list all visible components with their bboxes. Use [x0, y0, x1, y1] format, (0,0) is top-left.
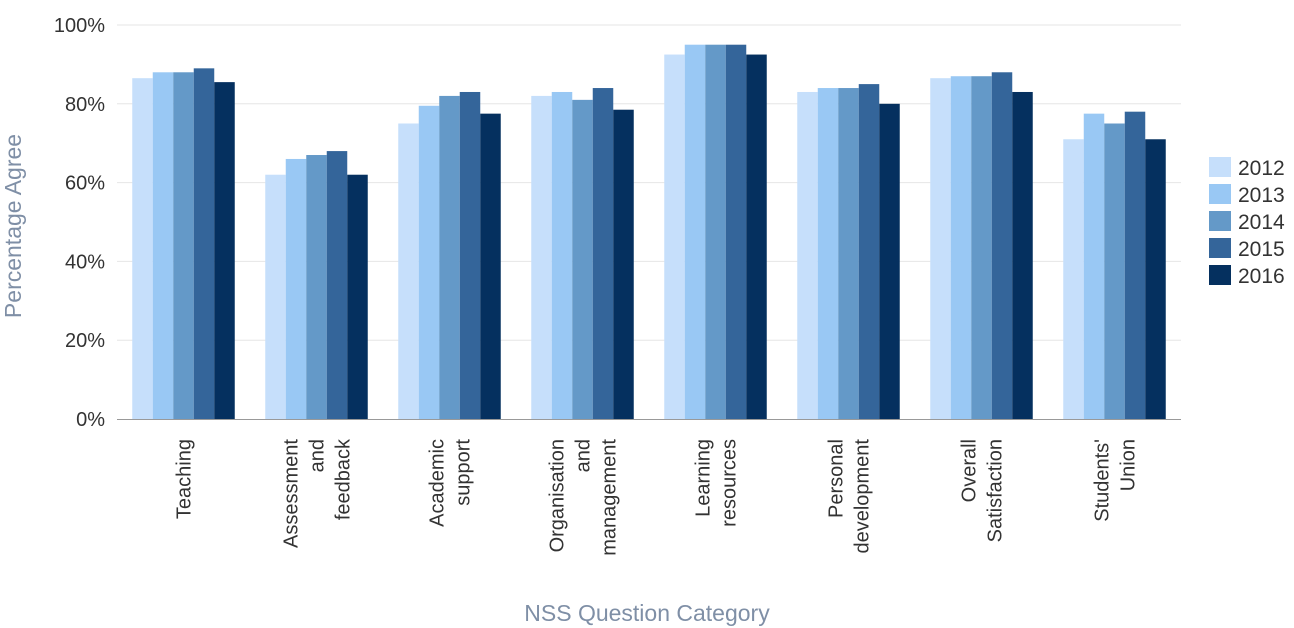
- bar-2016-4: [746, 54, 767, 420]
- bar-2016-5: [879, 103, 900, 420]
- legend-item-2013: 2013: [1209, 184, 1285, 207]
- bar-2014-4: [705, 44, 726, 419]
- legend-swatch: [1209, 238, 1231, 258]
- bar-2012-5: [797, 91, 818, 419]
- legend-item-2016: 2016: [1209, 265, 1285, 288]
- x-category-label-line: feedback: [333, 438, 355, 520]
- y-tick-label: 100%: [54, 15, 105, 37]
- bar-2015-6: [991, 72, 1013, 419]
- x-category-label-line: development: [852, 439, 874, 554]
- bar-2015-5: [858, 84, 880, 419]
- legend-swatch: [1209, 211, 1231, 231]
- bar-2013-2: [418, 105, 440, 420]
- y-tick-labels: 0% 20% 40% 60% 80% 100%: [54, 15, 105, 431]
- bar-2012-7: [1063, 139, 1084, 419]
- legend-swatch: [1209, 265, 1231, 285]
- bar-2014-7: [1104, 123, 1125, 419]
- bar-2014-6: [971, 76, 992, 419]
- x-category-label-line: Organisation: [547, 439, 569, 552]
- x-category-label-line: Assessment: [281, 439, 303, 548]
- x-category-label-line: Learning: [693, 439, 715, 517]
- bar-2012-6: [930, 78, 951, 419]
- bar-2013-0: [152, 72, 174, 419]
- bar-2012-3: [531, 95, 552, 420]
- legend-label: 2012: [1238, 157, 1285, 180]
- x-category-label: Teaching: [174, 439, 196, 519]
- legend: 2012 2013 2014 2015 2016: [1209, 157, 1285, 288]
- legend-item-2012: 2012: [1209, 157, 1285, 180]
- legend-swatch: [1209, 157, 1231, 177]
- bar-2015-2: [459, 91, 481, 419]
- bar-2015-1: [326, 151, 348, 419]
- bar-2014-1: [306, 155, 327, 419]
- x-axis-title: NSS Question Category: [524, 600, 770, 626]
- x-category-label-line: Personal: [826, 439, 848, 518]
- x-category-label: Personal development: [826, 439, 874, 554]
- bars: [132, 44, 1166, 420]
- x-category-label: Learning resources: [693, 439, 741, 527]
- legend-label: 2014: [1238, 211, 1285, 234]
- x-category-label-line: management: [599, 439, 621, 556]
- legend-item-2015: 2015: [1209, 238, 1285, 261]
- bar-2012-2: [398, 123, 419, 419]
- bar-2015-3: [592, 88, 614, 419]
- bar-2014-5: [838, 88, 859, 419]
- x-category-label: Overall Satisfaction: [959, 439, 1007, 542]
- legend-label: 2016: [1238, 265, 1285, 288]
- x-category-label-line: and: [573, 439, 595, 472]
- y-axis-title: Percentage Agree: [0, 134, 26, 318]
- x-category-label: Organisation and management: [547, 439, 621, 556]
- x-category-label-line: Students': [1092, 439, 1114, 522]
- bar-2014-2: [439, 95, 460, 420]
- bar-2014-0: [173, 72, 194, 419]
- bar-2014-3: [572, 99, 593, 420]
- bar-2012-4: [664, 54, 685, 420]
- x-category-label-line: support: [453, 439, 475, 506]
- legend-label: 2015: [1238, 238, 1285, 261]
- x-category-label-line: resources: [719, 439, 741, 527]
- y-tick-label: 60%: [65, 173, 105, 195]
- bar-2013-3: [551, 91, 573, 419]
- bar-2012-0: [132, 78, 153, 419]
- legend-item-2014: 2014: [1209, 211, 1285, 234]
- bar-2016-2: [480, 113, 501, 420]
- bar-2016-3: [613, 109, 634, 420]
- bar-2012-1: [265, 174, 286, 419]
- bar-2015-7: [1124, 111, 1146, 420]
- x-category-label: Students' Union: [1092, 439, 1140, 522]
- x-category-label-line: Satisfaction: [985, 439, 1007, 542]
- bar-2013-6: [950, 76, 972, 419]
- y-tick-label: 80%: [65, 94, 105, 116]
- bar-2013-4: [684, 44, 706, 419]
- bar-2015-0: [193, 68, 215, 419]
- legend-label: 2013: [1238, 184, 1285, 207]
- bar-2015-4: [725, 44, 747, 419]
- bar-2016-6: [1012, 91, 1033, 419]
- bar-2016-0: [214, 82, 235, 419]
- x-category-label-line: Union: [1118, 439, 1140, 491]
- bar-2016-1: [347, 174, 368, 419]
- x-category-label: Assessment and feedback: [281, 438, 355, 548]
- x-category-label-line: Overall: [959, 439, 981, 502]
- x-category-label-line: Academic: [427, 439, 449, 527]
- y-tick-label: 40%: [65, 251, 105, 273]
- legend-swatch: [1209, 184, 1231, 204]
- y-tick-label: 0%: [76, 409, 105, 431]
- x-category-label-line: Teaching: [174, 439, 196, 519]
- bar-2013-5: [817, 88, 839, 419]
- bar-2016-7: [1145, 139, 1166, 419]
- x-category-label: Academic support: [427, 439, 475, 527]
- bar-2013-7: [1083, 113, 1105, 420]
- x-category-labels: Teaching Assessment and feedback Academic sup…: [174, 438, 1140, 556]
- y-tick-label: 20%: [65, 330, 105, 352]
- bar-2013-1: [285, 158, 307, 419]
- x-category-label-line: and: [307, 439, 329, 472]
